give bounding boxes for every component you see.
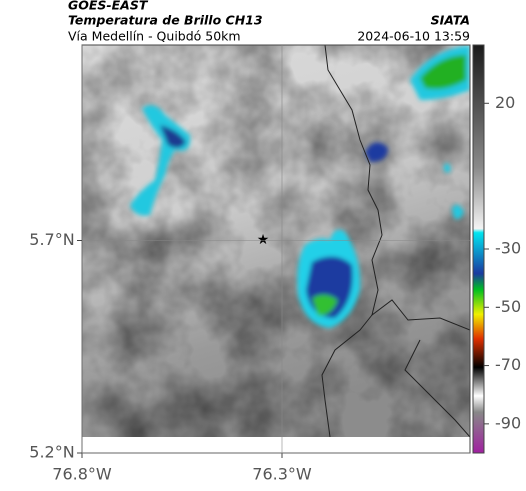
colorbar-tick-label: -70 bbox=[495, 355, 521, 374]
y-tick-label: 5.7°N bbox=[29, 230, 74, 249]
satellite: GOES-EAST bbox=[68, 0, 149, 13]
x-tick-label: 76.3°W bbox=[252, 465, 312, 484]
colorbar-tick-label: 20 bbox=[495, 93, 515, 112]
product: Temperatura de Brillo CH13 bbox=[68, 13, 263, 28]
colorbar-tick-label: -90 bbox=[495, 413, 521, 432]
location-marker: ★ bbox=[257, 232, 270, 248]
source: SIATA bbox=[431, 13, 470, 28]
colorbar bbox=[472, 44, 485, 454]
colorbar-tick-label: -30 bbox=[495, 239, 521, 258]
x-tick-label: 76.8°W bbox=[52, 465, 112, 484]
timestamp: 2024-06-10 13:59 bbox=[357, 29, 470, 44]
y-tick-label: 5.2°N bbox=[29, 443, 74, 462]
colorbar-tick-label: -50 bbox=[495, 297, 521, 316]
route: Vía Medellín - Quibdó 50km bbox=[68, 29, 241, 44]
satellite-image bbox=[82, 45, 470, 437]
